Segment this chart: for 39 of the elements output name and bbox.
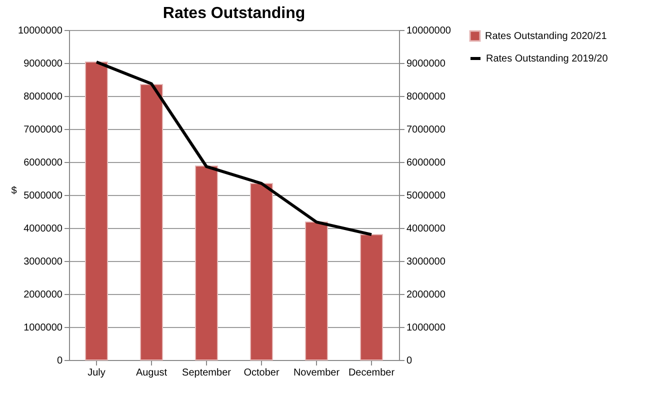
y-tick-label: 0: [56, 356, 63, 366]
y2-tick-label: 9000000: [406, 58, 446, 70]
bar: [85, 62, 108, 360]
y2-tick-label: 0: [406, 356, 412, 366]
y-tick-label: 4000000: [24, 224, 63, 234]
y2-tick-label: 4000000: [406, 224, 446, 234]
y-tick-label: 8000000: [24, 92, 63, 102]
bar: [140, 84, 163, 360]
y-tick-label: 2000000: [24, 290, 63, 300]
y-tick-label: 5000000: [24, 190, 63, 202]
y-tick-label: 10000000: [18, 26, 63, 36]
y2-tick-label: 8000000: [406, 92, 446, 102]
bar: [195, 165, 218, 360]
x-tick-label: July: [88, 368, 106, 378]
line-series: [95, 60, 373, 236]
y-tick-label: 1000000: [24, 322, 63, 334]
y2-tick-label: 3000000: [406, 256, 446, 268]
bar: [360, 234, 383, 360]
chart-title: Rates Outstanding: [162, 5, 306, 22]
y-tick-label: 6000000: [24, 158, 63, 168]
y-tick-label: 7000000: [24, 124, 63, 136]
y2-tick-label: 5000000: [406, 190, 446, 202]
y2-tick-label: 6000000: [406, 158, 446, 168]
y-axis-title: $: [11, 186, 18, 196]
y2-tick-label: 1000000: [406, 322, 446, 334]
y2-tick-label: 2000000: [406, 290, 446, 300]
legend-label: Rates Outstanding 2019/20: [486, 54, 608, 64]
x-tick-label: September: [182, 368, 232, 378]
y2-tick-label: 7000000: [406, 124, 446, 136]
x-tick-label: November: [293, 368, 340, 378]
bar: [305, 222, 328, 360]
y2-tick-label: 10000000: [406, 26, 452, 36]
x-tick-label: October: [244, 368, 280, 378]
x-tick-label: December: [348, 368, 396, 378]
y-tick-label: 9000000: [24, 58, 63, 70]
bar: [250, 182, 273, 360]
y-tick-label: 3000000: [24, 256, 63, 268]
legend-label: Rates Outstanding 2020/21: [485, 31, 608, 42]
x-tick-label: August: [136, 368, 168, 378]
